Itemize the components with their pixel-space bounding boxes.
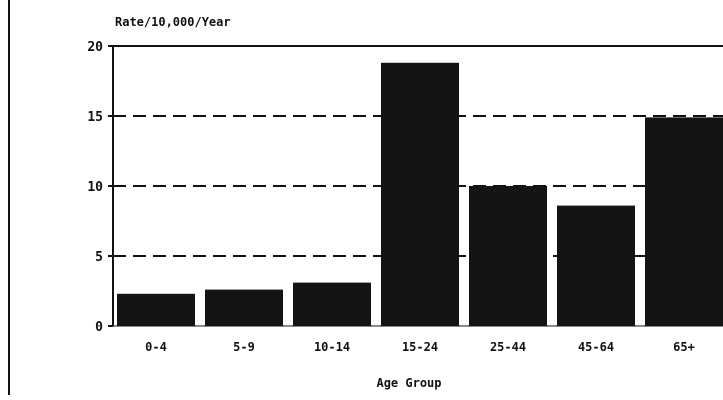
bar-5-9: [205, 289, 283, 326]
x-tick-label-65+: 65+: [673, 340, 695, 354]
x-tick-label-45-64: 45-64: [578, 340, 614, 354]
bar-45-64: [557, 205, 635, 326]
x-tick-label-5-9: 5-9: [233, 340, 255, 354]
bar-65+: [645, 117, 723, 327]
x-tick-label-0-4: 0-4: [145, 340, 167, 354]
x-axis-title: Age Group: [376, 376, 441, 390]
bars: [117, 62, 723, 327]
bar-15-24: [381, 62, 459, 327]
x-tick-label-10-14: 10-14: [314, 340, 350, 354]
y-tick-label-20: 20: [87, 40, 103, 55]
bar-10-14: [293, 282, 371, 326]
y-tick-label-5: 5: [95, 250, 103, 265]
x-tick-label-25-44: 25-44: [490, 340, 526, 354]
y-ticks: 0 5 10 15 20: [87, 40, 113, 335]
y-tick-label-10: 10: [87, 180, 103, 195]
x-category-labels: 0-4 5-9 10-14 15-24 25-44 45-64 65+: [145, 340, 695, 354]
bar-25-44: [469, 186, 547, 326]
y-tick-label-15: 15: [87, 110, 103, 125]
x-tick-label-15-24: 15-24: [402, 340, 438, 354]
bar-0-4: [117, 293, 195, 326]
y-axis-title: Rate/10,000/Year: [115, 15, 231, 29]
y-tick-label-0: 0: [95, 320, 103, 335]
